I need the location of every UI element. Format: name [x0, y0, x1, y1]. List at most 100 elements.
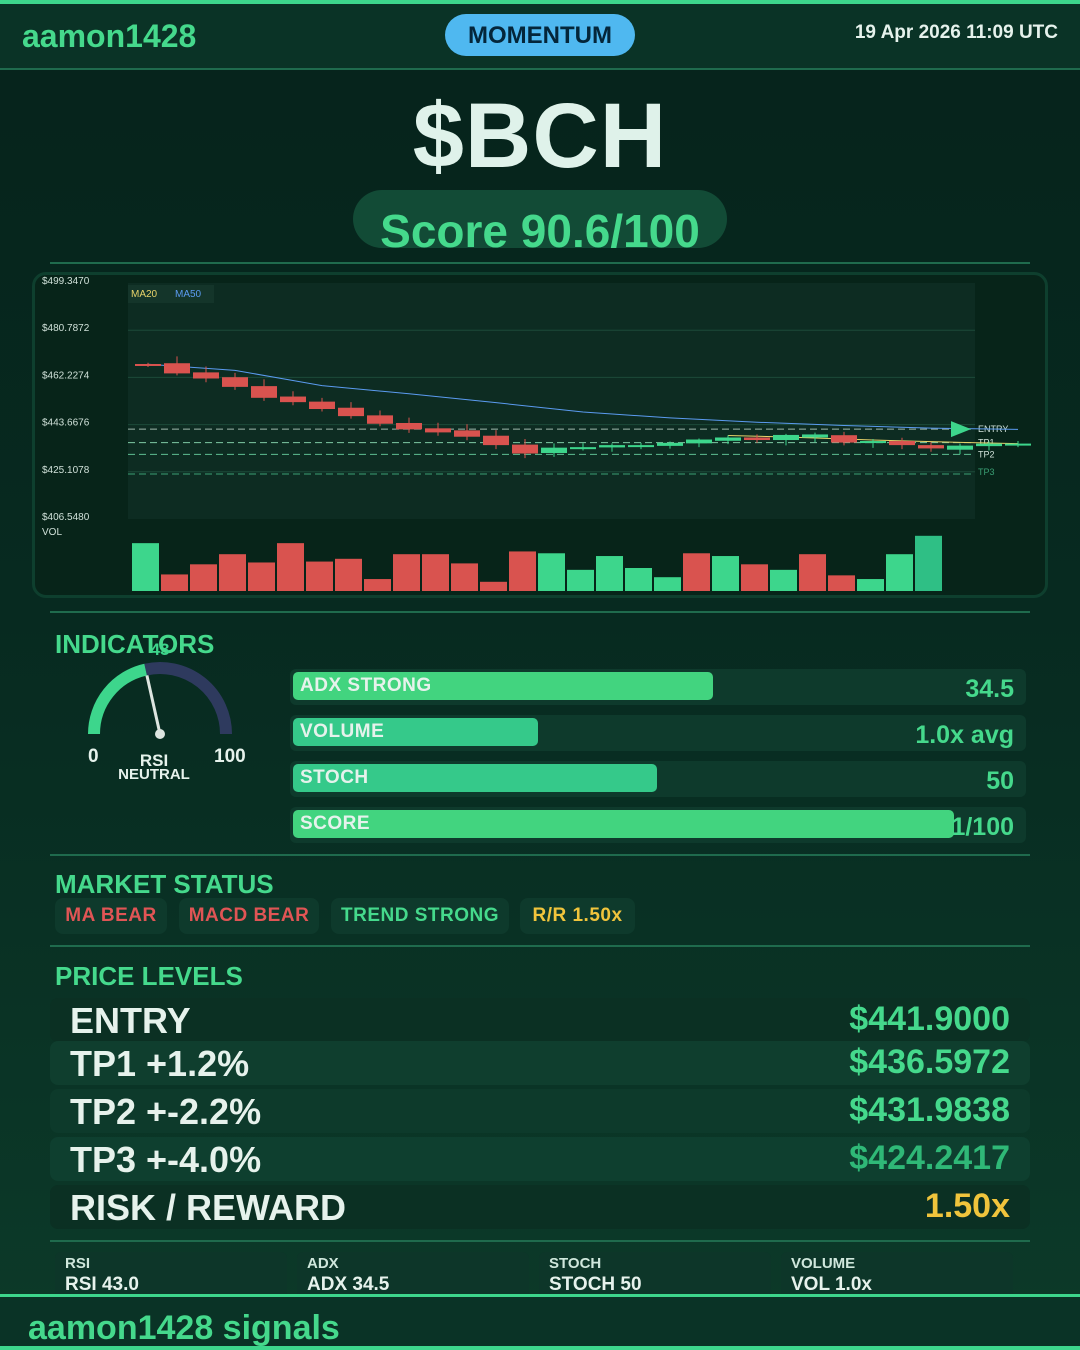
candle-body	[367, 415, 393, 424]
y-tick-label: $480.7872	[42, 323, 90, 334]
volume-bar-fill	[293, 718, 539, 746]
volume-card: VOLUME VOL 1.0x	[781, 1252, 1013, 1298]
candle-body	[454, 430, 480, 437]
tp2-row: TP2 +-2.2% $431.9838	[50, 1089, 1030, 1133]
trend-strong-badge: TREND STRONG	[331, 898, 509, 934]
divider	[50, 945, 1030, 947]
divider	[50, 611, 1030, 613]
rsi-state: NEUTRAL	[118, 766, 190, 783]
level-label: TP3	[978, 467, 995, 477]
footer-bar: aamon1428 signals	[0, 1294, 1080, 1350]
candle-body	[599, 445, 625, 448]
tp1-row: TP1 +1.2% $436.5972	[50, 1041, 1030, 1085]
candle-body	[976, 443, 1002, 447]
adx-bar-label: ADX STRONG	[300, 675, 432, 696]
candle-body	[947, 445, 973, 450]
adx-card: ADX ADX 34.5	[297, 1252, 529, 1298]
plot-area	[128, 283, 975, 519]
adx-card-value: ADX 34.5	[307, 1274, 390, 1295]
candle-body	[802, 434, 828, 438]
stoch-bar-value: 50	[986, 767, 1014, 795]
volume-bar	[538, 553, 565, 591]
candle-body	[483, 435, 509, 446]
candle-body	[251, 386, 277, 398]
candle-body	[280, 396, 306, 403]
tp2-value: $431.9838	[849, 1091, 1010, 1129]
legend-ma50: MA50	[175, 289, 202, 300]
stoch-bar-fill	[293, 764, 657, 792]
volume-bar	[219, 554, 246, 591]
candle-body	[570, 447, 596, 450]
volume-bar	[857, 579, 884, 591]
score-bar-label: SCORE	[300, 813, 371, 834]
volume-bar	[480, 581, 507, 591]
volume-bar	[886, 554, 913, 591]
entry-value: $441.9000	[849, 1000, 1010, 1038]
volume-bar	[277, 543, 304, 591]
candle-body	[657, 442, 683, 446]
stoch-card: STOCH STOCH 50	[539, 1252, 771, 1298]
top-accent-line	[0, 0, 1080, 4]
volume-bar	[161, 574, 188, 591]
volume-bar	[567, 569, 594, 591]
stoch-bar-label: STOCH	[300, 767, 369, 788]
volume-bar	[915, 535, 942, 591]
y-tick-label: $462.2274	[42, 370, 90, 381]
stoch-card-value: STOCH 50	[549, 1274, 642, 1295]
tp3-label: TP3 +-4.0%	[70, 1139, 262, 1180]
volume-bar	[451, 563, 478, 591]
volume-bar	[190, 564, 217, 591]
ma50-line	[147, 363, 1019, 430]
rsi-card-value: RSI 43.0	[65, 1274, 139, 1295]
score-bar-fill	[293, 810, 955, 838]
volume-bar	[364, 579, 391, 591]
volume-bar-label: VOLUME	[300, 721, 385, 742]
rsi-label: RSI	[139, 751, 169, 770]
indicators-title: INDICATORS	[55, 629, 215, 659]
candle-body	[396, 422, 422, 430]
rsi-min-label: 0	[88, 746, 99, 767]
volume-bar	[799, 554, 826, 591]
rsi-gauge-track	[144, 662, 232, 735]
timestamp: 19 Apr 2026 11:09 UTC	[854, 22, 1058, 43]
rsi-gauge-svg	[88, 662, 232, 739]
candle-body	[338, 407, 364, 417]
divider	[50, 1240, 1030, 1242]
volume-bar	[712, 556, 739, 591]
volume-bar-value: 1.0x avg	[915, 721, 1014, 749]
rsi-gauge: 43 0 100 RSI NEUTRAL	[70, 636, 250, 796]
market-status-title: MARKET STATUS	[55, 869, 274, 899]
adx-bar-fill	[293, 672, 713, 700]
risk-reward-value: 1.50x	[924, 1187, 1010, 1225]
volume-bar	[132, 543, 159, 591]
divider	[50, 262, 1030, 264]
rsi-gauge-fill	[88, 663, 148, 735]
ma-bear-badge: MA BEAR	[55, 898, 167, 934]
rsi-gauge-needle	[145, 675, 162, 735]
rsi-card: RSI RSI 43.0	[55, 1252, 287, 1298]
volume-bar	[335, 558, 362, 591]
rsi-value: 43	[150, 640, 170, 659]
candle-body	[135, 363, 161, 366]
volume-label: VOL	[42, 527, 62, 538]
volume-bar	[683, 553, 710, 591]
adx-bar: ADX STRONG 34.5	[290, 669, 1026, 705]
legend-box	[128, 285, 214, 303]
volume-bar	[393, 554, 420, 591]
footer-text: aamon1428 signals	[28, 1309, 340, 1347]
volume-bar	[654, 577, 681, 591]
mode-badge: MOMENTUM	[445, 14, 635, 56]
score-label: Score 90.6/100	[380, 205, 700, 248]
candle-body	[425, 428, 451, 433]
adx-bar-value: 34.5	[965, 675, 1014, 703]
candle-body	[918, 445, 944, 449]
candle-body	[744, 437, 770, 441]
candle-body	[222, 377, 248, 387]
risk-reward-row: RISK / REWARD 1.50x	[50, 1185, 1030, 1229]
candle-body	[831, 435, 857, 443]
risk-reward-label: RISK / REWARD	[70, 1187, 347, 1228]
volume-bar	[625, 568, 652, 591]
candle-body	[889, 441, 915, 446]
volume-bar: VOLUME 1.0x avg	[290, 715, 1026, 751]
tp1-label: TP1 +1.2%	[70, 1043, 250, 1084]
